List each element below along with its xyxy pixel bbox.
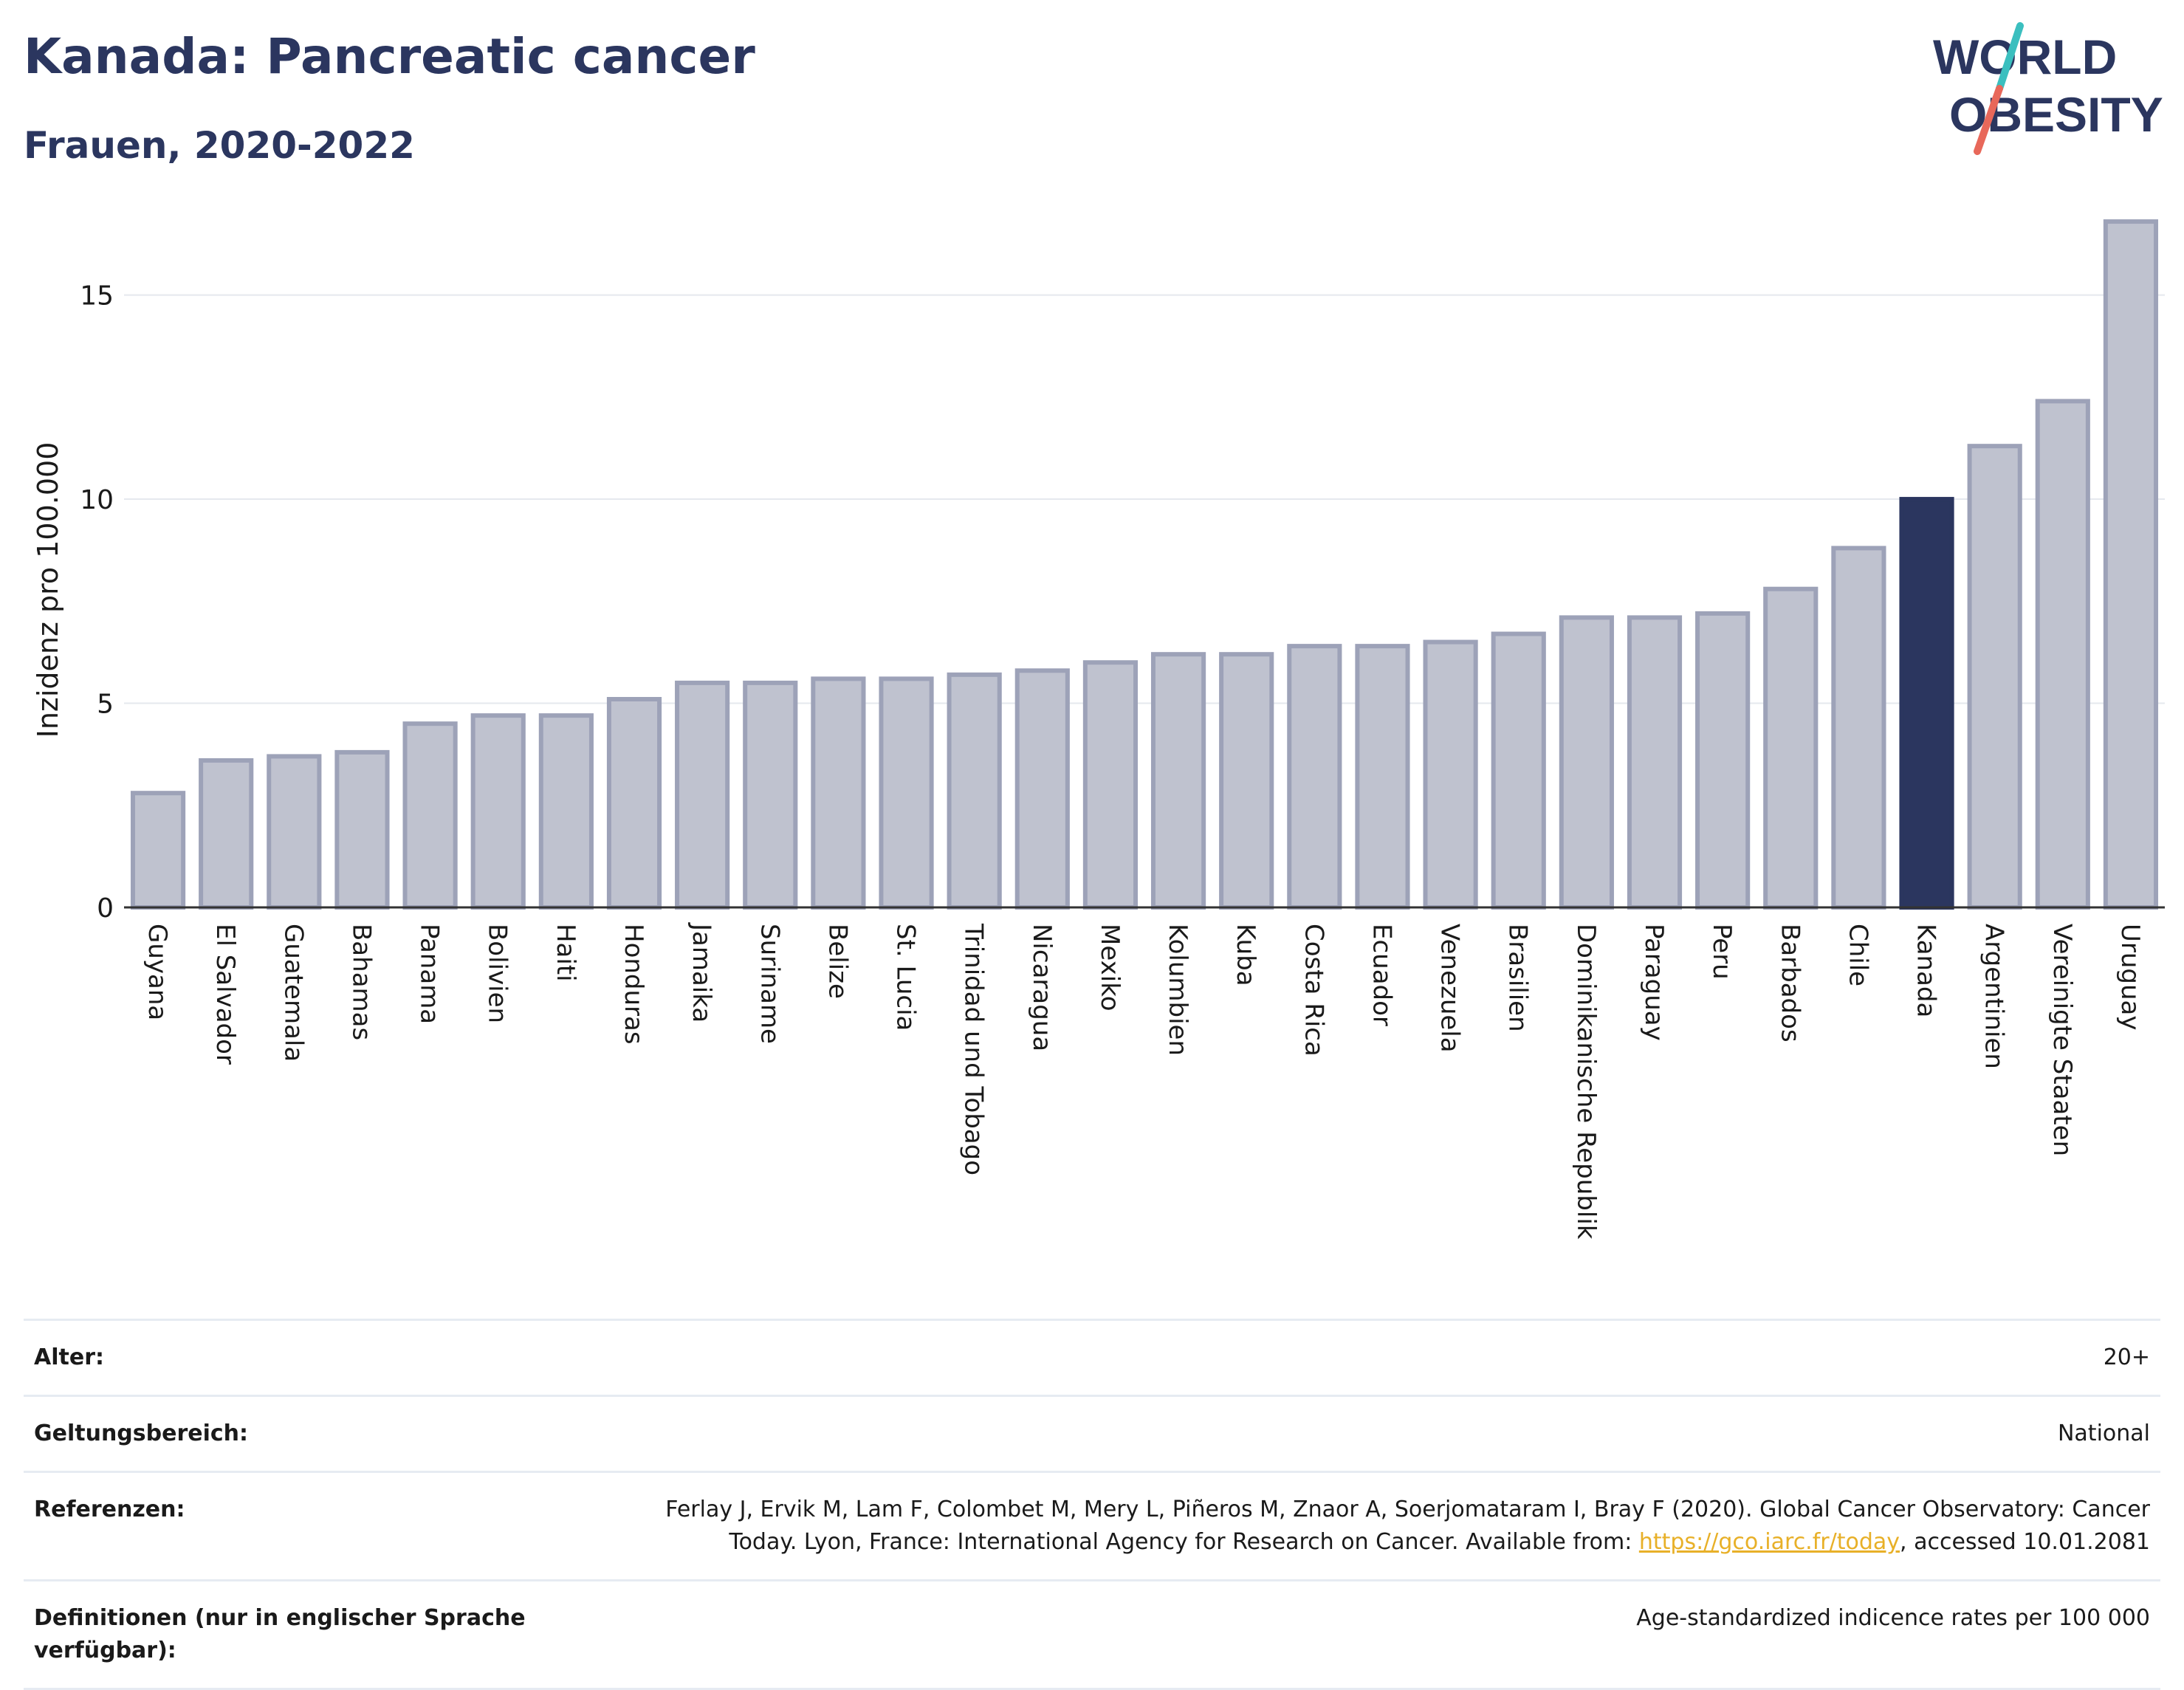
x-tick-label: Belize	[823, 924, 852, 999]
definitions-value: Age-standardized indicence rates per 100…	[1636, 1605, 2150, 1631]
x-tick-label: Mexiko	[1095, 924, 1124, 1011]
x-tick-label: Suriname	[755, 924, 784, 1044]
x-tick-label: Ecuador	[1367, 924, 1396, 1026]
x-tick-label: Haiti	[551, 924, 580, 982]
bar-st-lucia	[879, 676, 934, 910]
grid-lines	[124, 294, 2165, 704]
x-tick-label: Uruguay	[2115, 924, 2145, 1031]
x-tick-label: Kanada	[1912, 924, 1941, 1017]
bar-kuba	[1219, 652, 1274, 910]
bars	[130, 219, 2159, 910]
bar-panama	[402, 721, 458, 910]
bar-peru	[1695, 611, 1751, 910]
info-row-age: Alter: 20+	[24, 1319, 2160, 1395]
logo-slash-coral	[1974, 85, 2003, 155]
bar-guatemala	[267, 754, 322, 910]
bar-brasilien	[1491, 631, 1546, 910]
age-value: 20+	[2103, 1344, 2150, 1370]
x-tick-label: Kuba	[1231, 924, 1260, 986]
bar-suriname	[743, 680, 798, 910]
x-tick-label: Guatemala	[278, 924, 308, 1062]
bar-uruguay	[2103, 219, 2159, 910]
bar-bolivien	[470, 713, 526, 910]
bar-chile	[1831, 546, 1886, 910]
x-tick-label: Nicaragua	[1027, 924, 1057, 1051]
bar-venezuela	[1423, 639, 1478, 910]
references-label: Referenzen:	[34, 1497, 185, 1522]
definitions-label: Definitionen (nur in englischer Sprache …	[34, 1605, 526, 1663]
info-row-references: Referenzen: Ferlay J, Ervik M, Lam F, Co…	[24, 1471, 2160, 1579]
x-tick-label: Panama	[415, 924, 444, 1024]
scope-value: National	[2057, 1421, 2150, 1446]
scope-label: Geltungsbereich:	[34, 1421, 249, 1446]
x-tick-label: Jamaika	[687, 922, 716, 1023]
y-tick-label: 15	[80, 281, 114, 312]
x-tick-label: Costa Rica	[1299, 924, 1328, 1057]
bar-mexiko	[1082, 660, 1139, 910]
bar-costa-rica	[1287, 644, 1342, 910]
y-ticks: 0 5 10 15	[80, 281, 114, 924]
x-tick-label: Bahamas	[346, 924, 376, 1040]
page-subtitle: Frauen, 2020-2022	[24, 124, 415, 167]
references-link[interactable]: https://gco.iarc.fr/today	[1638, 1529, 1900, 1555]
y-tick-label: 10	[80, 485, 114, 515]
bar-kolumbien	[1150, 652, 1206, 910]
x-tick-label: Bolivien	[483, 924, 512, 1023]
x-tick-label: Trinidad und Tobago	[959, 923, 989, 1175]
world-obesity-logo: WORLD OBESITY	[1933, 22, 2163, 155]
x-tick-label: Guyana	[142, 924, 172, 1020]
x-tick-label: Chile	[1843, 924, 1872, 986]
bar-kanada	[1899, 497, 1954, 910]
x-tick-label: Barbados	[1775, 924, 1804, 1042]
bar-vereinigte-staaten	[2035, 399, 2090, 910]
x-tick-label: Brasilien	[1503, 924, 1533, 1032]
x-tick-label: Paraguay	[1639, 924, 1669, 1041]
bar-el-salvador	[199, 758, 254, 910]
x-tick-label: St. Lucia	[891, 924, 921, 1031]
bar-bahamas	[334, 749, 390, 910]
x-tick-label: Dominikanische Republik	[1571, 924, 1601, 1240]
bar-trinidad-und-tobago	[947, 672, 1002, 910]
x-tick-label: El Salvador	[210, 924, 240, 1065]
x-tick-label: Argentinien	[1979, 924, 2009, 1069]
x-tick-labels: Guyana El Salvador Guatemala Bahamas Panama B…	[142, 922, 2145, 1240]
x-tick-label: Kolumbien	[1163, 924, 1192, 1056]
references-value: Ferlay J, Ervik M, Lam F, Colombet M, Me…	[600, 1494, 2150, 1559]
bar-nicaragua	[1014, 668, 1070, 910]
logo-slash-teal	[1996, 22, 2024, 92]
bar-belize	[811, 676, 866, 910]
x-tick-label: Peru	[1707, 924, 1737, 980]
bar-guyana	[130, 791, 186, 910]
y-axis-label: Inzidenz pro 100.000	[32, 442, 64, 738]
bar-dominikanische-republik	[1559, 615, 1614, 910]
x-tick-label: Vereinigte Staaten	[2047, 924, 2077, 1156]
page-title: Kanada: Pancreatic cancer	[24, 28, 755, 85]
bar-chart: 0 5 10 15 Guyana El Salvador Guatemala Bahamas…	[32, 219, 2165, 1240]
bar-honduras	[606, 697, 662, 910]
bar-argentinien	[1967, 444, 2022, 910]
references-accessed: , accessed 10.01.2081	[1900, 1529, 2150, 1555]
bar-jamaika	[675, 680, 730, 910]
info-row-definitions: Definitionen (nur in englischer Sprache …	[24, 1579, 2160, 1690]
info-table: Alter: 20+ Geltungsbereich: National Ref…	[24, 1319, 2160, 1690]
references-text: Ferlay J, Ervik M, Lam F, Colombet M, Me…	[665, 1497, 2150, 1555]
bar-barbados	[1763, 586, 1819, 910]
x-tick-label: Venezuela	[1435, 924, 1465, 1053]
bar-ecuador	[1355, 644, 1410, 910]
bar-paraguay	[1627, 615, 1683, 910]
bar-haiti	[538, 713, 594, 910]
age-label: Alter:	[34, 1344, 104, 1370]
x-tick-label: Honduras	[619, 924, 648, 1045]
y-tick-label: 5	[97, 690, 114, 720]
y-tick-label: 0	[97, 893, 114, 924]
info-row-scope: Geltungsbereich: National	[24, 1395, 2160, 1471]
logo-line1: WORLD	[1933, 30, 2117, 84]
